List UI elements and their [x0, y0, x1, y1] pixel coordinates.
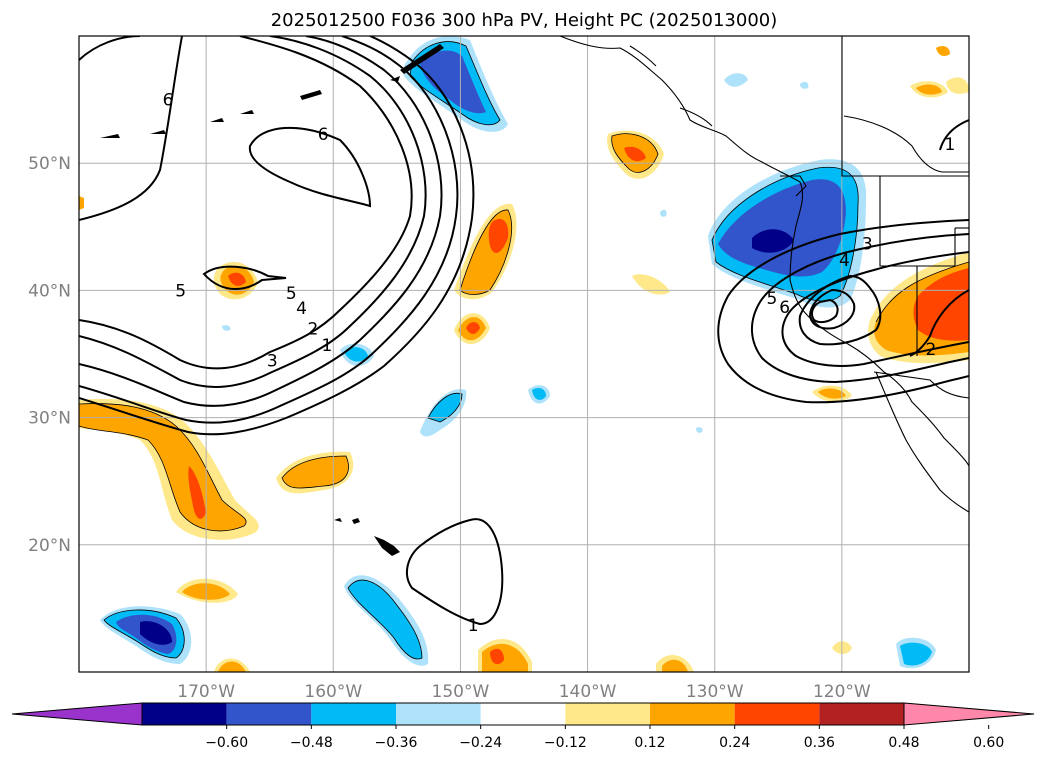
lon-label: 140°W: [559, 682, 617, 702]
colorbar-outline: [141, 702, 905, 726]
colorbar-tick-label: 0.12: [634, 735, 665, 751]
lat-label: 50°N: [28, 154, 71, 174]
contour-label: 5: [767, 289, 778, 309]
lon-label: 170°W: [177, 682, 235, 702]
colorbar-segment: [565, 703, 650, 725]
contour-label: 4: [296, 299, 307, 319]
contour-label: 1: [322, 336, 333, 356]
contour-label: 3: [267, 351, 278, 371]
colorbar-segment: [480, 703, 566, 725]
contour-label: 6: [318, 125, 329, 145]
pv-negative-shading: [100, 36, 936, 669]
contour-label: 2: [308, 320, 319, 340]
colorbar-extend-high: [903, 702, 1035, 726]
colorbar-extend-low: [11, 702, 143, 726]
islands: [100, 44, 444, 556]
lat-labels: 50°N 40°N 30°N 20°N: [28, 154, 71, 556]
colorbar-tick-label: −0.60: [205, 735, 248, 751]
colorbar-tick-label: 0.24: [719, 735, 750, 751]
gridlines: [79, 36, 969, 672]
lon-label: 160°W: [304, 682, 362, 702]
contour-label: 2: [925, 340, 936, 360]
map-frame: [78, 35, 970, 673]
contour-label: 1: [468, 616, 479, 636]
colorbar-tick-label: 0.48: [888, 735, 919, 751]
colorbar-tick-label: −0.48: [290, 735, 333, 751]
colorbar-segment: [396, 703, 481, 725]
lon-labels: 170°W 160°W 150°W 140°W 130°W 120°W: [177, 682, 871, 702]
colorbar-tick-labels: −0.60 −0.48 −0.36 −0.24 −0.12 0.12 0.24 …: [205, 735, 1004, 751]
colorbar-tick-label: −0.24: [459, 735, 502, 751]
contour-label: 6: [163, 91, 174, 111]
contour-label: 4: [839, 251, 850, 271]
colorbar-tick-label: −0.12: [544, 735, 587, 751]
lat-label: 40°N: [28, 281, 71, 301]
map-title: 2025012500 F036 300 hPa PV, Height PC (2…: [271, 10, 778, 31]
colorbar-segments: [11, 702, 1035, 729]
contour-label: 3: [862, 234, 873, 254]
lat-label: 20°N: [28, 536, 71, 556]
lon-label: 150°W: [432, 682, 490, 702]
colorbar-segment: [311, 703, 396, 725]
lon-label: 130°W: [686, 682, 744, 702]
colorbar-segment: [734, 703, 820, 725]
colorbar: −0.60 −0.48 −0.36 −0.24 −0.12 0.12 0.24 …: [11, 702, 1035, 751]
contour-label: 5: [175, 281, 186, 301]
colorbar-tick-label: 0.36: [804, 735, 835, 751]
lon-label: 120°W: [813, 682, 871, 702]
colorbar-segment: [819, 703, 904, 725]
colorbar-tick-label: −0.36: [375, 735, 418, 751]
contour-label: 6: [779, 298, 790, 318]
colorbar-segment: [142, 703, 227, 725]
lat-label: 30°N: [28, 409, 71, 429]
contour-label: 1: [945, 135, 956, 155]
colorbar-tick-label: 0.60: [973, 735, 1004, 751]
colorbar-segment: [650, 703, 735, 725]
height-contours: [79, 36, 969, 626]
colorbar-segment: [226, 703, 312, 725]
contour-label: 5: [286, 284, 297, 304]
